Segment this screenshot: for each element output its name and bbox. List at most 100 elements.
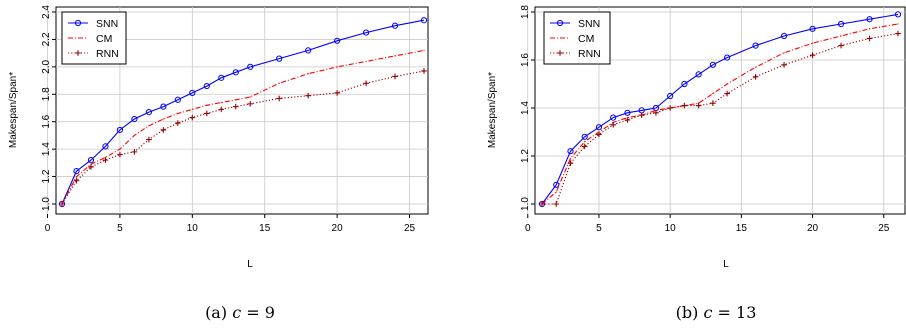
data-point-cm [811, 42, 814, 44]
x-axis-label-b: L [723, 259, 729, 270]
data-point-snn [567, 148, 574, 155]
data-point-rnn [363, 80, 369, 87]
x-tick-label: 0 [45, 223, 51, 234]
series-line-cm [61, 49, 425, 205]
series-line-rnn [61, 70, 425, 205]
data-point-rnn [681, 102, 688, 109]
data-point-rnn [334, 90, 340, 96]
data-point-cm [897, 23, 899, 25]
data-point-snn [866, 16, 873, 23]
caption-a: (a) c = 9 [205, 303, 275, 322]
data-point-snn [247, 63, 254, 70]
data-point-rnn [638, 112, 645, 118]
data-point-snn [160, 103, 167, 110]
data-point-cm [423, 49, 425, 52]
data-point-rnn [160, 127, 167, 133]
x-tick-label: 5 [596, 223, 602, 234]
data-point-rnn [895, 30, 901, 37]
legend-label-rnn: RNN [96, 48, 119, 60]
data-point-cm [755, 66, 757, 68]
x-axis-label-a: L [247, 259, 253, 270]
legend-label-rnn: RNN [578, 48, 601, 60]
data-point-snn [610, 114, 617, 121]
data-point-rnn [695, 102, 702, 109]
y-tick-label: 1.2 [41, 169, 52, 183]
legend-a: SNN CM RNN [61, 11, 127, 65]
data-point-rnn [204, 110, 210, 117]
data-point-snn [334, 37, 341, 44]
data-point-cm [249, 96, 251, 98]
data-point-cm [712, 93, 714, 95]
data-point-snn [681, 80, 688, 88]
data-point-rnn [838, 42, 844, 49]
y-tick-label: 1.8 [520, 5, 531, 19]
x-tick-label: 15 [259, 223, 271, 234]
data-point-rnn [752, 74, 759, 80]
data-point-snn [709, 61, 716, 68]
x-tick-label: 25 [404, 223, 416, 234]
data-point-cm [783, 52, 785, 54]
data-point-rnn [581, 143, 588, 150]
data-point-snn [203, 82, 210, 90]
plot-area-a [55, 6, 429, 215]
data-point-cm [278, 82, 280, 84]
data-point-snn [145, 109, 152, 116]
series-line-cm [541, 23, 899, 205]
legend-marker-snn [556, 19, 564, 27]
data-point-snn [837, 20, 845, 28]
data-point-snn [116, 126, 124, 134]
data-point-cm [191, 108, 193, 110]
axes-a: 0 5 10 15 20 25 1.0 1.2 1.4 1.6 1.8 2.0 2.2 2.4 [41, 5, 416, 234]
data-point-cm [177, 112, 179, 115]
data-point-rnn [102, 157, 109, 163]
data-point-rnn [596, 131, 602, 138]
data-point-rnn [539, 201, 545, 207]
data-point-snn [362, 29, 370, 36]
legend-b: SNN CM RNN [543, 11, 611, 65]
data-point-cm [148, 125, 150, 127]
data-point-cm [365, 60, 367, 62]
data-point-cm [555, 191, 557, 193]
legend-marker-rnn [557, 50, 563, 56]
data-point-snn [73, 167, 80, 175]
data-point-rnn [175, 120, 181, 126]
data-point-cm [336, 66, 338, 68]
data-point-cm [569, 157, 572, 159]
series-line-snn [61, 19, 425, 205]
y-tick-label: 1.2 [520, 149, 531, 163]
data-point-snn [667, 92, 674, 100]
legend-marker-rnn [75, 50, 81, 56]
legend-marker-snn [74, 19, 82, 27]
series-lines-b [538, 11, 902, 208]
data-point-snn [595, 124, 603, 131]
plot-area-b [534, 6, 906, 215]
x-tick-label: 10 [187, 223, 199, 234]
data-point-cm [162, 118, 164, 120]
panel-b: 0 5 10 15 20 25 1.0 1.2 1.4 1.6 1.8 SNN CM RNN L Mak… [487, 5, 906, 322]
data-point-cm [726, 83, 728, 85]
data-point-snn [553, 181, 560, 188]
data-point-rnn [218, 106, 225, 113]
data-point-snn [131, 115, 138, 123]
data-point-snn [894, 11, 902, 18]
y-tick-label: 2.4 [41, 5, 52, 19]
data-point-cm [840, 35, 842, 37]
data-point-snn [102, 143, 109, 150]
data-point-rnn [710, 100, 716, 106]
data-point-rnn [73, 177, 80, 184]
data-point-rnn [866, 35, 873, 42]
data-point-rnn [667, 105, 673, 111]
data-point-snn [624, 109, 631, 116]
data-point-snn [724, 54, 731, 61]
data-point-rnn [567, 160, 574, 166]
data-point-cm [133, 134, 135, 137]
data-point-rnn [189, 114, 196, 121]
x-tick-label: 10 [665, 223, 677, 234]
data-point-snn [218, 74, 225, 81]
data-point-cm [206, 104, 208, 106]
data-point-snn [780, 32, 788, 40]
y-tick-label: 1.4 [41, 142, 52, 156]
y-tick-label: 2.0 [41, 59, 52, 73]
data-point-snn [809, 25, 816, 32]
data-point-snn [174, 96, 181, 103]
